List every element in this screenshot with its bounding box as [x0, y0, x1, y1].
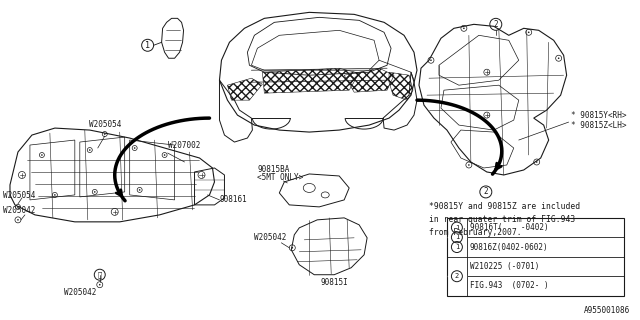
Text: W210225 (-0701): W210225 (-0701) [470, 262, 540, 271]
Text: 2: 2 [483, 188, 488, 196]
Text: A955001086: A955001086 [584, 306, 630, 315]
Circle shape [17, 219, 19, 221]
Circle shape [463, 28, 465, 29]
Text: 1: 1 [145, 41, 150, 50]
Text: W205054: W205054 [88, 120, 121, 129]
Text: 908161: 908161 [220, 195, 247, 204]
Circle shape [41, 154, 43, 156]
Text: W205042: W205042 [3, 206, 35, 215]
Text: 90816Z(0402-0602): 90816Z(0402-0602) [470, 243, 548, 252]
Circle shape [536, 161, 538, 163]
Text: W205042: W205042 [63, 288, 96, 297]
Text: W205042: W205042 [254, 233, 287, 242]
Circle shape [139, 189, 140, 191]
Circle shape [558, 58, 559, 59]
Text: 1: 1 [455, 225, 459, 231]
Circle shape [17, 206, 19, 208]
Text: *90815Y and 90815Z are included
in rear quater trim of FIG.943
from February,200: *90815Y and 90815Z are included in rear … [429, 202, 580, 237]
Circle shape [468, 164, 470, 166]
Text: 2: 2 [493, 20, 498, 29]
Text: ①: ① [98, 271, 102, 278]
Text: 90816T(    -0402): 90816T( -0402) [470, 223, 548, 232]
Text: * 90815Z<LH>: * 90815Z<LH> [571, 121, 626, 130]
Text: <5MT ONLY>: <5MT ONLY> [257, 173, 303, 182]
Circle shape [134, 147, 136, 149]
Text: W205054: W205054 [3, 191, 35, 200]
Circle shape [164, 154, 165, 156]
Circle shape [94, 191, 95, 193]
Text: FIG.943  (0702- ): FIG.943 (0702- ) [470, 282, 548, 291]
Text: 90815I: 90815I [320, 278, 348, 287]
Circle shape [430, 60, 432, 61]
Circle shape [528, 31, 529, 33]
Text: 1: 1 [455, 244, 459, 250]
Circle shape [291, 247, 293, 249]
Text: * 90815Y<RH>: * 90815Y<RH> [571, 111, 626, 120]
Text: W207002: W207002 [168, 141, 200, 150]
Text: 2: 2 [455, 273, 459, 279]
Circle shape [89, 149, 91, 151]
Text: 90815BA: 90815BA [257, 165, 290, 174]
Text: 1: 1 [455, 234, 459, 240]
Circle shape [104, 133, 106, 135]
Circle shape [54, 194, 56, 196]
Circle shape [99, 284, 100, 285]
